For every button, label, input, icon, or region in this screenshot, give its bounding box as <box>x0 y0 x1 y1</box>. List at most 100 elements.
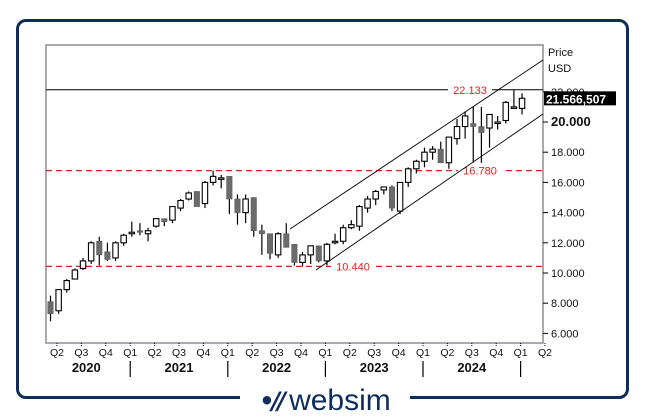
candle-up <box>429 148 436 153</box>
candle-down <box>258 230 265 235</box>
year-label: 2020 <box>72 360 101 375</box>
candle-down <box>388 186 395 209</box>
quarter-label: Q4 <box>294 347 308 359</box>
quarter-label: Q1 <box>514 347 528 359</box>
channel-lower-line <box>315 113 544 271</box>
level-label: 16.780 <box>463 166 497 178</box>
candle-up <box>307 245 314 256</box>
candle-up <box>331 240 339 244</box>
y-tick-label: 6.000 <box>551 328 579 340</box>
candle-up <box>144 230 152 235</box>
candle-up <box>120 234 127 244</box>
year-label: 2023 <box>360 360 389 375</box>
quarter-label: Q3 <box>465 347 479 359</box>
quarter-label: Q3 <box>367 347 381 359</box>
channel-upper-line <box>289 59 544 230</box>
candle-down <box>96 240 103 256</box>
candle-down <box>226 176 233 200</box>
candle-up <box>356 206 363 227</box>
y-tick-label: 18.000 <box>551 147 585 159</box>
candle-up <box>217 177 225 180</box>
quarter-label: Q1 <box>416 347 430 359</box>
candle-up <box>486 113 493 129</box>
candle-down <box>267 233 274 254</box>
last-price-badge <box>544 91 616 106</box>
candle-up <box>510 106 518 109</box>
candle-up <box>87 242 95 262</box>
candle-down <box>250 197 257 232</box>
candle-up <box>169 206 176 221</box>
candle-up <box>421 151 428 162</box>
candle-up <box>404 168 412 183</box>
year-label: 2022 <box>262 360 291 375</box>
year-label: 2021 <box>165 360 194 375</box>
candle-down <box>47 301 54 315</box>
quarter-label: Q2 <box>245 347 259 359</box>
quarter-label: Q2 <box>440 347 454 359</box>
y-tick-label: 10.000 <box>551 268 585 280</box>
candle-up <box>348 224 355 229</box>
quarter-label: Q3 <box>270 347 284 359</box>
candle-up <box>372 190 379 200</box>
level-label-bg <box>448 82 492 96</box>
quarter-label: Q2 <box>538 347 552 359</box>
candle-up <box>63 279 71 291</box>
candle-down <box>283 233 290 248</box>
candle-up <box>413 160 420 170</box>
candle-up <box>299 254 306 263</box>
quarter-label: Q1 <box>221 347 235 359</box>
candle-down <box>193 191 200 207</box>
candle-down <box>136 230 143 233</box>
quarter-label: Q4 <box>489 347 503 359</box>
candle-up <box>201 181 209 205</box>
axis-title-currency: USD <box>548 63 571 75</box>
y-tick-label: 8.000 <box>551 298 579 310</box>
candle-up <box>185 192 192 200</box>
candle-down <box>291 244 298 263</box>
candle-up <box>177 199 184 209</box>
axis-title-price: Price <box>548 47 573 59</box>
last-price-label: 21.566,507 <box>546 92 606 106</box>
candle-down <box>104 251 111 260</box>
candle-up <box>112 242 119 259</box>
candle-up <box>396 181 404 212</box>
candle-up <box>380 186 388 191</box>
level-label-bg <box>458 163 502 177</box>
candle-up <box>128 231 136 235</box>
quarter-label: Q4 <box>196 347 210 359</box>
y-tick-label: 12.000 <box>551 238 585 250</box>
candle-up <box>79 260 87 270</box>
quarter-label: Q1 <box>318 347 332 359</box>
candle-up <box>453 125 461 140</box>
candle-up <box>461 115 469 128</box>
candle-down <box>478 126 485 133</box>
level-label: 10.440 <box>336 261 370 273</box>
candle-down <box>437 148 444 164</box>
level-label: 22.133 <box>453 85 487 97</box>
candle-down <box>315 245 322 262</box>
candle-up <box>339 227 347 242</box>
websim-logo: •// websim <box>240 382 410 420</box>
y-tick-label: 16.000 <box>551 177 585 189</box>
quarter-label: Q2 <box>148 347 162 359</box>
candle-up <box>209 175 217 183</box>
quarter-label: Q4 <box>99 347 113 359</box>
candle-up <box>502 101 510 122</box>
level-label-bg <box>331 259 375 273</box>
websim-logo-text: websim <box>289 384 391 417</box>
year-label: 2024 <box>457 360 487 375</box>
candle-up <box>364 198 371 209</box>
websim-logo-icon: •// <box>259 387 286 415</box>
candle-down <box>161 218 168 222</box>
y-tick-label: 20.000 <box>551 114 591 129</box>
candle-up <box>323 243 331 262</box>
candle-up <box>274 233 282 256</box>
quarter-label: Q2 <box>343 347 357 359</box>
quarter-label: Q3 <box>74 347 88 359</box>
candle-down <box>234 198 241 213</box>
candle-up <box>152 218 160 227</box>
quarter-label: Q2 <box>50 347 64 359</box>
quarter-label: Q1 <box>123 347 137 359</box>
candle-down <box>470 123 477 127</box>
